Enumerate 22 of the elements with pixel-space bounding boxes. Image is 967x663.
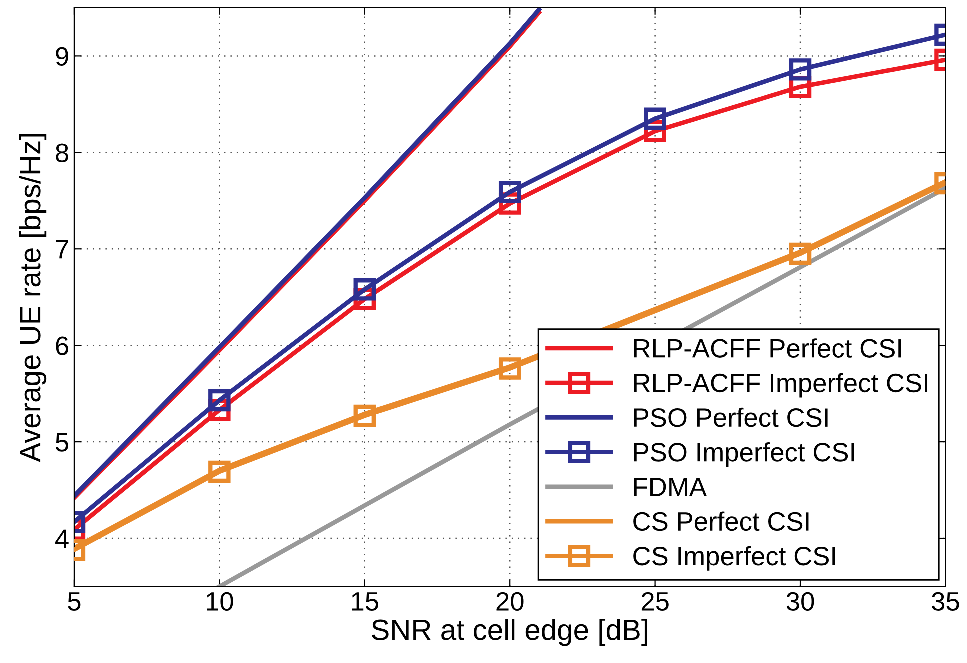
x-tick-label: 35 — [932, 592, 960, 611]
legend-label: CS Perfect CSI — [634, 512, 809, 532]
y-axis-title: Average UE rate [bps/Hz] — [19, 134, 47, 462]
y-tick-label: 4 — [56, 530, 69, 548]
x-tick-label: 5 — [68, 592, 81, 611]
y-tick-label: 7 — [56, 240, 68, 259]
y-tick-label: 9 — [56, 47, 68, 66]
x-tick-label: 25 — [642, 592, 669, 611]
x-tick-label: 20 — [496, 592, 524, 611]
x-tick-label: 30 — [786, 592, 814, 611]
legend-label: PSO Imperfect CSI — [634, 442, 854, 468]
legend-label: CS Imperfect CSI — [634, 546, 836, 571]
legend-label: RLP-ACFF Imperfect CSI — [634, 373, 928, 398]
legend-label: FDMA — [634, 478, 707, 496]
x-axis-title: SNR at cell edge [dB] — [372, 618, 648, 646]
x-tick-label: 15 — [352, 592, 378, 611]
y-tick-label: 5 — [56, 433, 68, 452]
y-tick-label: 8 — [56, 144, 68, 162]
y-tick-label: 6 — [56, 336, 68, 356]
legend-label: PSO Perfect CSI — [634, 408, 828, 428]
legend-label: RLP-ACFF Perfect CSI — [634, 338, 902, 358]
x-tick-label: 10 — [207, 592, 234, 611]
